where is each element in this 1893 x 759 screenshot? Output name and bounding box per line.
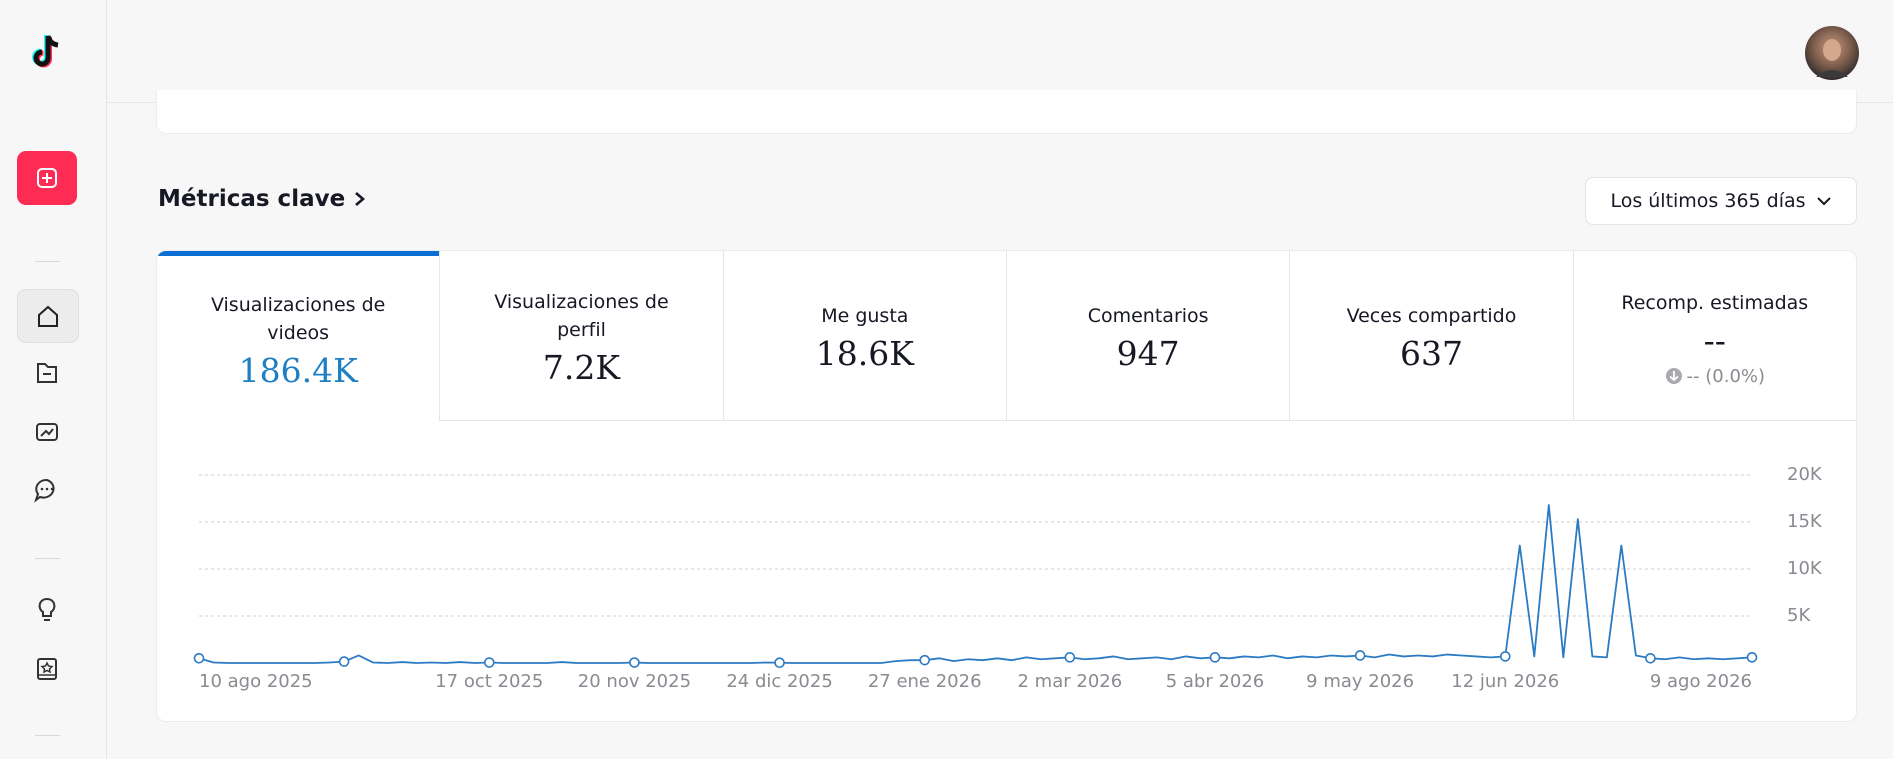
- period-dropdown[interactable]: Los últimos 365 días: [1585, 177, 1857, 225]
- metric-tabs: Visualizaciones de videos 186.4K Visualiza…: [157, 251, 1856, 421]
- logo[interactable]: [30, 32, 64, 70]
- chevron: [355, 192, 366, 206]
- data-point: [774, 657, 785, 669]
- y-tick-label: 10K: [1787, 558, 1823, 579]
- x-tick-label: 5 abr 2026: [1166, 671, 1265, 692]
- x-tick-label: 20 nov 2025: [578, 671, 691, 692]
- analytics-icon[interactable]: [30, 417, 64, 447]
- x-tick-label: 10 ago 2025: [199, 671, 313, 692]
- previous-card: [156, 90, 1857, 134]
- avatar[interactable]: [1804, 25, 1860, 81]
- divider: [35, 261, 60, 262]
- data-point: [1064, 652, 1076, 663]
- sidebar: [0, 0, 107, 759]
- metric-tab[interactable]: Me gusta 18.6K: [722, 251, 1006, 421]
- metric-tab[interactable]: Visualizaciones de videos 186.4K: [157, 251, 440, 421]
- comments-icon[interactable]: [30, 475, 64, 505]
- academy-icon[interactable]: [30, 654, 64, 684]
- period-label: Los últimos 365 días: [1610, 190, 1806, 212]
- dropdown-arrow: [1816, 197, 1831, 206]
- down-icon: [1665, 368, 1682, 384]
- metric-value: 947: [1116, 334, 1180, 373]
- x-tick-label: 17 oct 2025: [435, 671, 543, 692]
- data-point: [1499, 651, 1511, 662]
- x-tick-label: 2 mar 2026: [1018, 671, 1123, 692]
- metric-tab[interactable]: Comentarios 947: [1005, 251, 1290, 421]
- upload-icon: [37, 168, 57, 188]
- metric-tab[interactable]: Veces compartido 637: [1289, 251, 1573, 421]
- x-tick-label: 12 jun 2026: [1451, 671, 1559, 692]
- x-tick-label: 24 dic 2025: [726, 671, 832, 692]
- metric-value: 7.2K: [542, 348, 621, 387]
- metric-label: Visualizaciones de videos: [210, 294, 386, 344]
- data-point: [919, 654, 931, 666]
- ideas-icon[interactable]: [30, 595, 64, 625]
- metric-value: 186.4K: [238, 351, 358, 390]
- divider: [35, 735, 60, 736]
- metric-label: Comentarios: [1087, 305, 1209, 327]
- data-point: [483, 657, 495, 668]
- y-tick-label: 5K: [1787, 605, 1811, 626]
- y-tick-label: 15K: [1787, 511, 1823, 532]
- top-bar: [0, 0, 1893, 103]
- data-point: [629, 657, 640, 668]
- metric-label: Veces compartido: [1346, 305, 1517, 327]
- metric-tab[interactable]: Visualizaciones de perfil 7.2K: [439, 251, 723, 421]
- y-tick-label: 20K: [1787, 464, 1823, 485]
- metric-label: Visualizaciones de perfil: [494, 291, 669, 341]
- section-title-text: Métricas clave: [158, 186, 346, 212]
- chart: 5K 10K 15K 20K 10 ago 2025 17 oct 2025 20 nov …: [193, 464, 1823, 692]
- divider: [35, 558, 60, 559]
- x-tick-label: 9 ago 2026: [1650, 671, 1752, 692]
- data-point: [1645, 653, 1656, 664]
- metric-label: Me gusta: [821, 305, 909, 327]
- section-title[interactable]: Métricas clave: [158, 186, 367, 212]
- metric-value: --: [1703, 320, 1726, 360]
- upload-button[interactable]: [17, 151, 77, 205]
- metric-value: 18.6K: [815, 334, 914, 373]
- metric-tab[interactable]: Recomp. estimadas -- -- (0.0%): [1572, 251, 1856, 421]
- x-tick-label: 27 ene 2026: [868, 671, 982, 692]
- metric-value: 637: [1399, 334, 1463, 373]
- home-button[interactable]: [17, 289, 79, 343]
- data-point: [1354, 650, 1366, 661]
- data-point: [1209, 652, 1221, 663]
- change-text: -- (0.0%): [1686, 365, 1766, 387]
- x-tick-label: 9 may 2026: [1306, 671, 1414, 692]
- home-icon: [38, 305, 58, 327]
- metrics-card: Visualizaciones de videos 186.4K Visualiza…: [156, 250, 1857, 722]
- data-line: [198, 504, 1753, 664]
- metric-label: Recomp. estimadas: [1621, 291, 1809, 314]
- data-point: [193, 653, 205, 664]
- posts-icon[interactable]: [30, 358, 64, 388]
- data-point: [1746, 652, 1758, 663]
- metric-change: -- (0.0%): [1665, 365, 1766, 387]
- data-point: [338, 656, 350, 667]
